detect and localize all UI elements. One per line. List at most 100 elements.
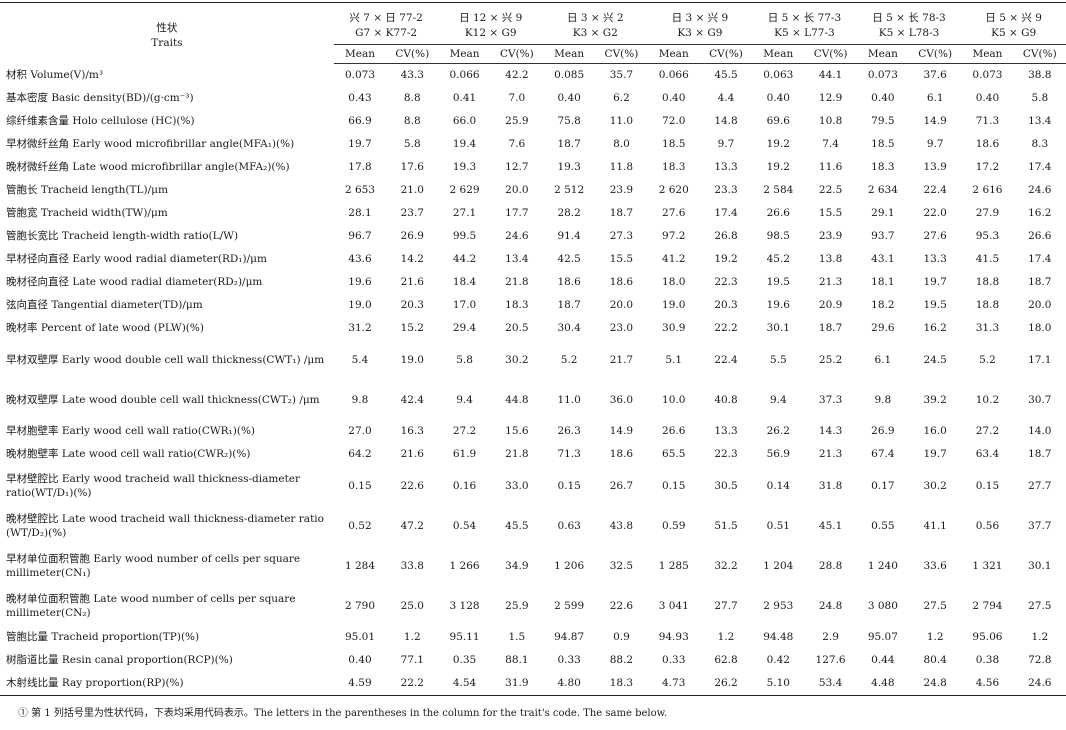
cv-cell: 19.7: [923, 276, 947, 288]
cv-cell: 10.8: [818, 115, 843, 127]
cv-cell: 16.2: [1028, 207, 1052, 219]
cv-cell: 19.0: [400, 353, 424, 366]
mean-cell: 5.4: [351, 353, 369, 366]
trait-label: 晚材双壁厚 Late wood double cell wall thickne…: [6, 393, 320, 406]
cv-cell: 1.2: [926, 631, 944, 643]
mean-cell: 43.6: [348, 253, 372, 265]
mean-cell: 94.48: [763, 631, 794, 643]
cv-cell: 27.3: [609, 230, 634, 242]
mean-cell: 0.17: [871, 479, 895, 492]
cv-cell: 34.9: [505, 559, 529, 572]
cv-cell: 44.1: [818, 69, 843, 81]
trait-label: 早材壁腔比 Early wood tracheid wall thickness…: [6, 472, 301, 499]
cv-cell: 11.0: [609, 115, 634, 127]
mean-cell: 0.066: [658, 69, 689, 81]
cv-cell: 7.0: [508, 92, 526, 104]
cv-cell: 18.7: [818, 322, 843, 334]
cv-cell: 88.2: [609, 654, 634, 666]
cross-name-cn: 日 5 × 长 77-3: [767, 11, 842, 24]
cv-cell: 127.6: [815, 654, 846, 666]
cv-cell: 24.5: [923, 353, 947, 366]
trait-label: 早材径向直径 Early wood radial diameter(RD₁)/μ…: [6, 253, 267, 265]
mean-cell: 1 266: [449, 559, 480, 572]
mean-cell: 18.7: [557, 138, 581, 150]
cv-cell: 17.6: [400, 161, 424, 173]
mean-cell: 18.4: [452, 276, 477, 288]
trait-label: 树脂道比量 Resin canal proportion(RCP)(%): [6, 654, 233, 666]
cv-cell: 21.0: [400, 184, 424, 196]
mean-cell: 9.4: [456, 393, 473, 406]
cv-cell: 21.3: [818, 276, 843, 288]
mean-cell: 3 128: [449, 599, 480, 612]
mean-cell: 5.2: [979, 353, 996, 366]
mean-cell: 4.80: [543, 671, 596, 696]
mean-cell: 9.8: [874, 393, 892, 406]
table-row: 晚材径向直径 Late wood radial diameter(RD₂)/μm…: [0, 271, 1066, 294]
cross-name-cn: 兴 7 × 日 77-2: [349, 11, 423, 24]
mean-cell: 6.1: [874, 353, 892, 366]
mean-header: Mean: [752, 43, 805, 64]
table-row: 管胞比量 Tracheid proportion(TP)(%) 95.01 1.2 9…: [0, 626, 1066, 649]
cv-cell: 6.1: [926, 92, 944, 104]
cv-cell: 13.8: [818, 253, 843, 265]
mean-cell: 1 285: [658, 559, 689, 572]
mean-cell: 94.93: [658, 631, 689, 643]
cv-cell: 8.8: [403, 92, 421, 104]
mean-cell: 31.2: [348, 322, 372, 334]
cv-cell: 62.8: [714, 654, 738, 666]
cv-cell: 27.7: [714, 599, 738, 612]
mean-cell: 5.10: [752, 671, 805, 696]
mean-cell: 0.43: [348, 92, 372, 104]
mean-cell: 0.40: [871, 92, 895, 104]
mean-cell: 27.2: [975, 425, 1000, 437]
traits-header: 性状 Traits: [0, 8, 334, 63]
mean-cell: 66.0: [452, 115, 477, 127]
cv-cell: 51.5: [714, 519, 738, 532]
cv-cell: 25.9: [505, 115, 529, 127]
cv-cell: 6.2: [613, 92, 630, 104]
cross-code: K5 × L77-3: [774, 26, 835, 39]
mean-cell: 0.41: [452, 92, 477, 104]
mean-cell: 69.6: [766, 115, 790, 127]
cv-cell: 80.4: [923, 654, 947, 666]
cv-cell: 22.0: [923, 207, 947, 219]
mean-cell: 17.2: [975, 161, 1000, 173]
mean-cell: 65.5: [662, 448, 686, 460]
cross-code: K3 × G9: [677, 26, 723, 39]
trait-label: 管胞长宽比 Tracheid length-width ratio(L/W): [6, 230, 239, 242]
mean-cell: 0.38: [975, 654, 1000, 666]
cv-cell: 14.8: [714, 115, 738, 127]
cv-cell: 9.7: [717, 138, 735, 150]
table-row: 早材微纤丝角 Early wood microfibrillar angle(M…: [0, 133, 1066, 156]
cv-cell: 24.6: [1013, 671, 1066, 696]
mean-cell: 19.0: [662, 299, 686, 311]
cv-cell: 33.8: [400, 559, 424, 572]
mean-cell: 1 204: [763, 559, 794, 572]
mean-cell: 66.9: [348, 115, 372, 127]
cv-cell: 26.2: [699, 671, 753, 696]
mean-cell: 0.59: [662, 519, 686, 532]
cv-cell: 24.6: [1028, 184, 1052, 196]
cv-cell: 22.3: [714, 448, 738, 460]
trait-label: 早材胞壁率 Early wood cell wall ratio(CWR₁)(%…: [6, 425, 256, 437]
cv-cell: 7.6: [508, 138, 526, 150]
cv-cell: 22.4: [714, 353, 738, 366]
cv-cell: 1.2: [717, 631, 735, 643]
table-row: 木射线比量 Ray proportion(RP)(%) 4.59 22.2 4.54 3…: [0, 671, 1066, 696]
mean-cell: 26.6: [766, 207, 790, 219]
table-row: 管胞长 Tracheid length(TL)/μm 2 653 21.0 2 629…: [0, 179, 1066, 202]
mean-header: Mean: [961, 43, 1014, 64]
trait-label: 晚材壁腔比 Late wood tracheid wall thickness-…: [6, 512, 324, 539]
cv-cell: 23.3: [714, 184, 738, 196]
cv-cell: 47.2: [400, 519, 424, 532]
cv-cell: 37.3: [818, 393, 843, 406]
cv-cell: 22.3: [714, 276, 738, 288]
cv-cell: 13.3: [714, 425, 738, 437]
cv-cell: 16.0: [923, 425, 947, 437]
cv-cell: 1.2: [403, 631, 421, 643]
cv-header: CV(%): [699, 43, 753, 64]
cv-cell: 21.7: [609, 353, 634, 366]
cross-name-cn: 日 3 × 兴 2: [567, 11, 624, 24]
cv-cell: 15.2: [400, 322, 424, 334]
mean-cell: 0.51: [766, 519, 790, 532]
